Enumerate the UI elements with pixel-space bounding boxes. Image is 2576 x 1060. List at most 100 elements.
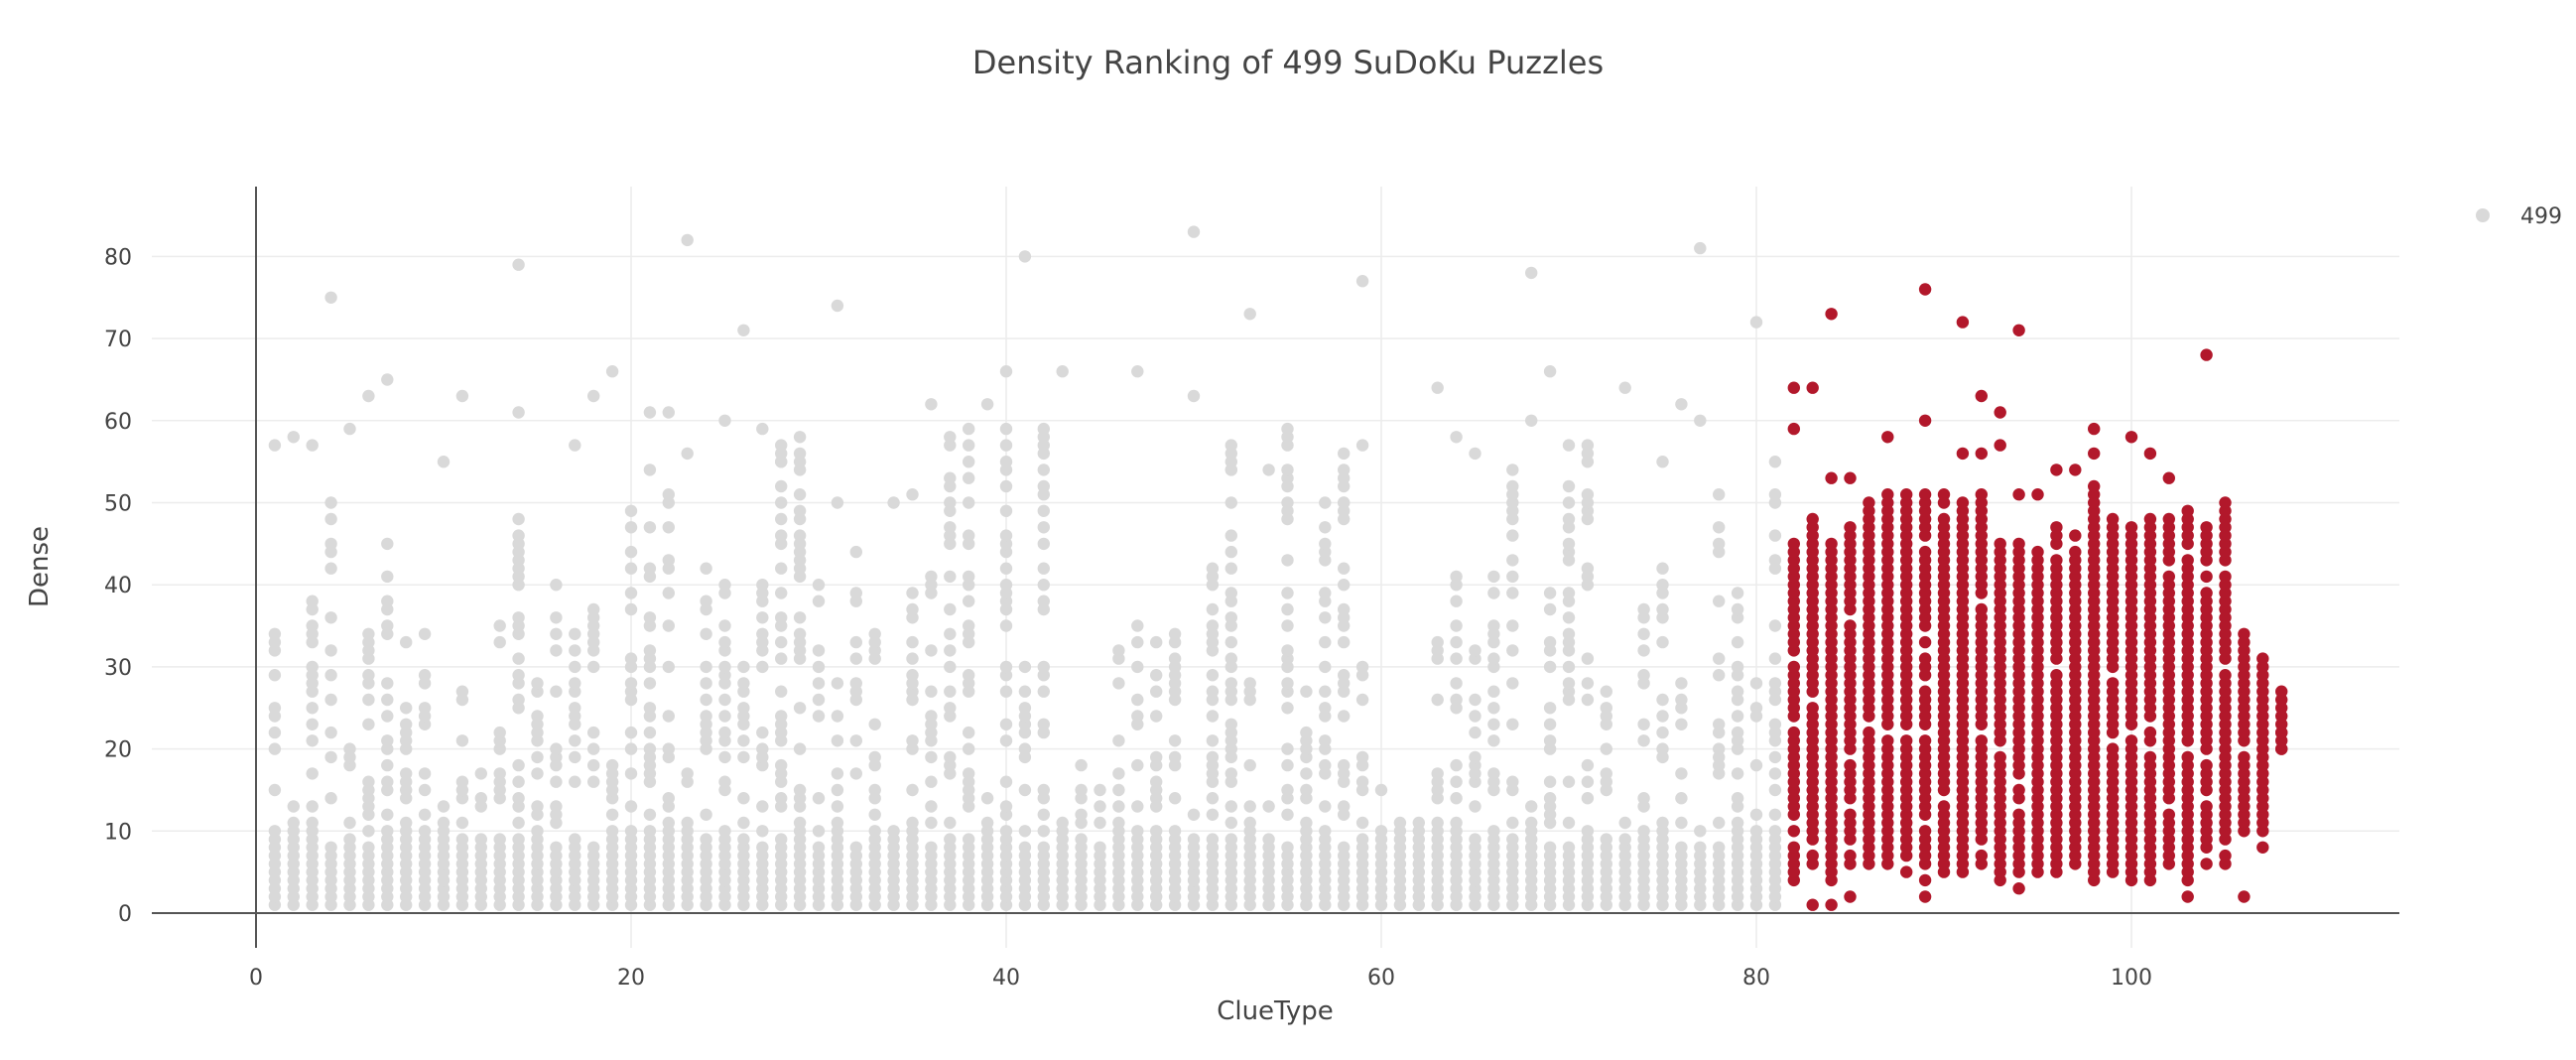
background-point [418,825,432,838]
background-point [1713,652,1726,665]
background-point [793,742,807,755]
background-point [1094,783,1106,797]
background-point [643,742,657,755]
background-point [1562,775,1576,788]
background-point [1206,792,1220,805]
background-point [737,816,750,830]
background-point [1131,800,1144,813]
background-point [1562,660,1576,674]
x-tick-label: 80 [1742,966,1770,991]
background-point [1713,669,1726,682]
background-point [1243,816,1256,830]
background-point [1469,726,1481,739]
background-point [849,841,862,854]
background-point [1262,833,1275,846]
background-point [1338,562,1351,575]
background-point [1469,710,1481,723]
background-point [1281,702,1294,715]
highlight-point [1844,521,1857,534]
background-point [756,579,769,592]
background-point [775,758,788,772]
background-point [1224,545,1238,559]
background-point [925,570,938,584]
background-point [999,619,1013,632]
background-point [1506,833,1519,846]
background-point [887,496,900,509]
background-point [662,742,675,755]
background-point [1656,456,1669,468]
background-point [737,792,750,805]
background-point [700,660,712,674]
background-point [1694,414,1707,427]
background-point [944,685,957,698]
background-point [381,758,394,772]
background-point [1150,635,1163,649]
background-point [718,710,731,723]
background-point [906,783,919,797]
background-point [944,627,957,640]
background-point [1562,587,1576,599]
background-point [999,825,1013,838]
background-point [944,602,957,616]
background-point [812,677,826,690]
highlight-point [1825,471,1838,484]
background-point [624,602,638,616]
background-point [737,324,750,336]
background-point [868,750,881,764]
highlight-point [1825,537,1838,551]
highlight-point [2050,521,2063,534]
background-point [362,627,375,640]
highlight-point [1881,488,1894,501]
background-point [775,652,788,665]
background-point [1281,464,1294,476]
background-point [737,677,750,690]
background-point [1018,250,1032,263]
highlight-point [2181,750,2194,764]
background-point [381,734,394,747]
highlight-point [1787,825,1801,838]
background-point [1037,595,1051,607]
background-point [512,693,525,707]
background-point [1281,841,1294,854]
background-point [550,627,563,640]
highlight-point [1937,800,1951,813]
background-point [362,841,375,854]
background-point [1243,308,1256,321]
background-point [1731,726,1744,739]
background-point [455,685,469,698]
background-point [963,439,975,452]
highlight-point [2012,808,2025,821]
background-point [512,406,525,419]
highlight-point [2069,464,2082,476]
y-tick-label: 0 [118,902,132,927]
background-point [1319,660,1332,674]
background-point [1281,808,1294,821]
highlight-point [2106,512,2120,526]
background-point [1506,464,1519,476]
background-point [849,635,862,649]
background-point [1581,693,1595,707]
background-point [700,562,712,575]
background-point [756,627,769,640]
background-point [1543,660,1557,674]
background-point [531,710,544,723]
background-point [569,644,581,657]
background-point [700,833,712,846]
highlight-point [2031,545,2044,559]
background-point [1487,652,1500,665]
background-point [306,439,319,452]
background-point [775,439,788,452]
background-point [1300,726,1313,739]
background-point [1656,710,1669,723]
background-point [999,529,1013,542]
background-point [1543,792,1557,805]
background-point [756,742,769,755]
background-point [1581,825,1595,838]
background-point [662,554,675,567]
background-point [569,702,581,715]
background-point [944,431,957,444]
legend[interactable]: 499 [2476,204,2562,229]
background-point [624,652,638,665]
highlight-point [1918,635,1932,649]
